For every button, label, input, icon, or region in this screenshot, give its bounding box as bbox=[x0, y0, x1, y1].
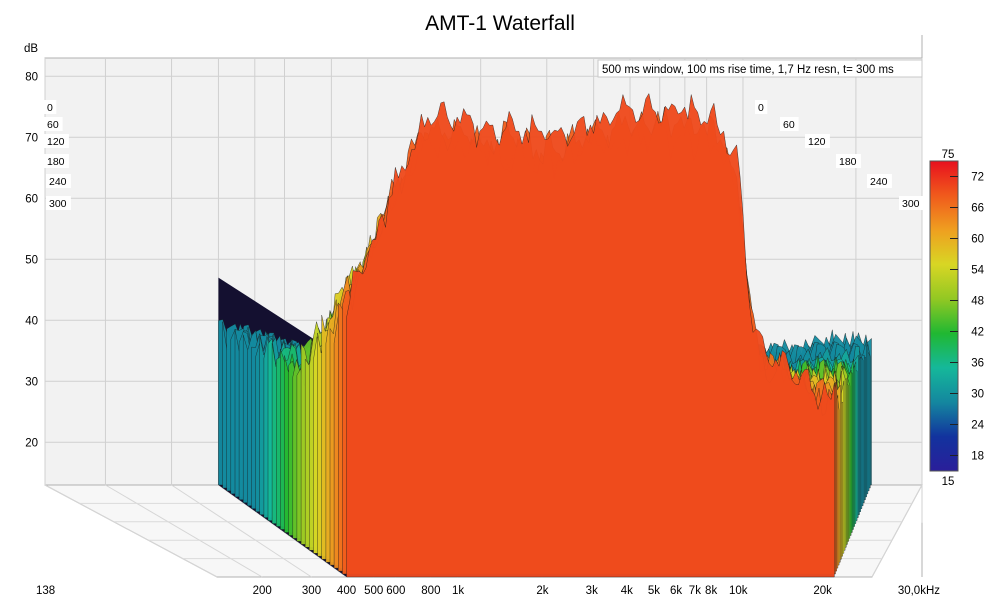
time-label-left: 60 bbox=[47, 119, 59, 131]
x-tick-label: 500 bbox=[364, 585, 383, 597]
time-label-left-bg bbox=[44, 100, 57, 114]
colorbar-max-label: 75 bbox=[942, 149, 955, 161]
x-tick-label: 200 bbox=[253, 585, 272, 597]
colorbar-tick-label: 36 bbox=[971, 358, 984, 370]
x-tick-label: 5k bbox=[648, 585, 660, 597]
time-label-left-bg bbox=[44, 134, 69, 148]
chart-title: AMT-1 Waterfall bbox=[425, 12, 575, 35]
floor-line-freq bbox=[171, 484, 312, 578]
time-label-right-bg bbox=[805, 134, 830, 148]
x-tick-label: 138 bbox=[36, 585, 55, 597]
y-axis-unit: dB bbox=[24, 43, 38, 55]
time-label-right-bg bbox=[867, 174, 892, 188]
colorbar-tick-label: 18 bbox=[971, 451, 984, 463]
time-label-left-bg bbox=[46, 174, 71, 188]
time-label-right-bg bbox=[780, 117, 799, 131]
time-label-left: 120 bbox=[47, 136, 65, 148]
x-tick-label: 1k bbox=[452, 585, 464, 597]
floor-line-freq bbox=[871, 484, 923, 578]
time-label-left-bg bbox=[44, 154, 69, 168]
y-tick-label: 30 bbox=[25, 376, 38, 388]
colorbar-tick-label: 54 bbox=[971, 265, 984, 277]
y-tick-label: 60 bbox=[25, 193, 38, 205]
time-label-right: 300 bbox=[902, 198, 920, 210]
x-tick-label: 7k bbox=[689, 585, 701, 597]
floor-line-freq bbox=[218, 484, 347, 578]
floor-line-freq bbox=[105, 484, 263, 578]
y-tick-label: 80 bbox=[25, 71, 38, 83]
x-tick-label: 3k bbox=[586, 585, 598, 597]
x-tick-label: 6k bbox=[670, 585, 682, 597]
y-tick-label: 70 bbox=[25, 132, 38, 144]
time-label-right-bg bbox=[755, 100, 768, 114]
colorbar-bar bbox=[929, 160, 959, 472]
y-tick-label: 50 bbox=[25, 254, 38, 266]
time-label-right: 240 bbox=[870, 176, 888, 188]
waterfall-slices bbox=[218, 92, 872, 578]
time-axis-labels: 0 60 120 180 240 300 0 60 120 180 240 300 bbox=[44, 100, 924, 210]
colorbar-tick-label: 42 bbox=[971, 327, 984, 339]
colorbar-tick-label: 60 bbox=[971, 234, 984, 246]
colorbar: 75 15 72 66 60 54 48 42 36 30 24 18 bbox=[929, 149, 985, 488]
colorbar-tick-label: 66 bbox=[971, 203, 984, 215]
time-label-left: 0 bbox=[47, 102, 53, 114]
colorbar-min-label: 15 bbox=[942, 476, 955, 488]
y-tick-label: 40 bbox=[25, 315, 38, 327]
x-tick-label: 30,0kHz bbox=[898, 585, 940, 597]
time-label-left: 240 bbox=[49, 176, 67, 188]
x-tick-label: 400 bbox=[337, 585, 356, 597]
x-axis: 138 200 300 400 500 600 800 1k 2k 3k 4k 5k 6k 7k 8k 10k… bbox=[36, 585, 940, 597]
floor-line-freq bbox=[44, 484, 218, 578]
x-tick-label: 4k bbox=[621, 585, 633, 597]
x-tick-label: 20k bbox=[813, 585, 832, 597]
info-text: 500 ms window, 100 ms rise time, 1,7 Hz … bbox=[602, 64, 894, 76]
colorbar-tick-label: 72 bbox=[971, 172, 984, 184]
x-tick-label: 10k bbox=[729, 585, 748, 597]
colorbar-tick-label: 24 bbox=[971, 420, 984, 432]
time-label-right-bg bbox=[836, 154, 861, 168]
colorbar-tick-label: 48 bbox=[971, 296, 984, 308]
time-label-right: 180 bbox=[839, 156, 857, 168]
time-label-left-bg bbox=[46, 196, 71, 210]
waterfall-slice bbox=[346, 92, 835, 578]
time-label-left-bg bbox=[44, 117, 63, 131]
time-label-left: 300 bbox=[49, 198, 67, 210]
time-label-right: 0 bbox=[758, 102, 764, 114]
x-tick-label: 800 bbox=[421, 585, 440, 597]
time-label-right: 120 bbox=[808, 136, 826, 148]
x-tick-label: 8k bbox=[705, 585, 717, 597]
time-label-left: 180 bbox=[47, 156, 65, 168]
y-axis: dB 80 70 60 50 40 30 20 bbox=[24, 43, 38, 449]
time-label-right: 60 bbox=[783, 119, 795, 131]
time-label-right-bg bbox=[899, 196, 924, 210]
y-tick-label: 20 bbox=[25, 437, 38, 449]
info-box: 500 ms window, 100 ms rise time, 1,7 Hz … bbox=[597, 59, 923, 78]
colorbar-tick-label: 30 bbox=[971, 389, 984, 401]
x-tick-label: 2k bbox=[536, 585, 548, 597]
x-tick-label: 300 bbox=[302, 585, 321, 597]
x-tick-label: 600 bbox=[386, 585, 405, 597]
